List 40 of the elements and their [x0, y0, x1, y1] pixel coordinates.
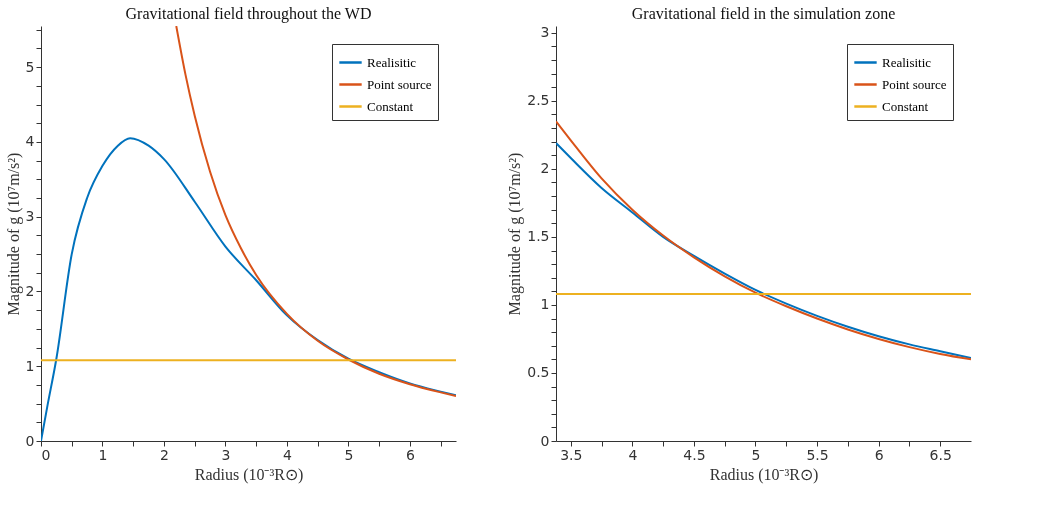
legend-label: Constant: [882, 98, 929, 114]
chart-title: Gravitational field throughout the WD: [125, 5, 372, 23]
x-tick-label: 6.5: [929, 446, 952, 463]
x-tick-label: 5: [751, 446, 761, 463]
x-tick-label: 4: [282, 446, 292, 463]
y-tick-label: 1: [25, 357, 35, 374]
y-tick-label: 3: [540, 24, 550, 41]
y-tick-label: 2: [540, 160, 550, 177]
x-tick-label: 6: [874, 446, 884, 463]
legend-label: Constant: [367, 98, 414, 114]
x-axis-title: Radius (10⁻³R⊙): [194, 465, 304, 484]
x-tick-label: 6: [405, 446, 415, 463]
line-series: [175, 26, 456, 398]
legend-label: Realisitic: [882, 54, 932, 70]
x-tick-label: 1: [98, 446, 108, 463]
y-tick-label: 0.5: [527, 364, 550, 381]
y-tick-label: 1.5: [527, 228, 550, 245]
y-tick-label: 5: [25, 58, 35, 75]
x-tick-label: 0: [41, 446, 51, 463]
x-tick-label: 3.5: [560, 446, 583, 463]
legend-label: Realisitic: [367, 54, 417, 70]
chart-title: Gravitational field in the simulation zone: [631, 4, 896, 22]
y-tick-label: 4: [25, 133, 35, 150]
y-tick-label: 2.5: [527, 92, 550, 109]
x-tick-label: 5: [344, 446, 354, 463]
x-axis-title: Radius (10⁻³R⊙): [709, 465, 819, 484]
y-tick-label: 2: [25, 282, 35, 299]
x-tick-label: 4: [628, 446, 638, 463]
x-tick-label: 4.5: [683, 446, 706, 463]
x-tick-label: 2: [160, 446, 169, 463]
y-tick-label: 1: [540, 296, 550, 313]
y-tick-label: 0: [540, 432, 550, 449]
legend-label: Point source: [367, 76, 432, 92]
y-tick-label: 3: [25, 208, 35, 225]
x-tick-label: 5.5: [806, 446, 829, 463]
y-axis-title: Magnitude of g (10⁷m/s²): [4, 152, 23, 316]
x-tick-label: 3: [221, 446, 231, 463]
y-axis-title: Magnitude of g (10⁷m/s²): [506, 152, 525, 316]
y-tick-label: 0: [25, 432, 35, 449]
legend-label: Point source: [882, 76, 947, 92]
